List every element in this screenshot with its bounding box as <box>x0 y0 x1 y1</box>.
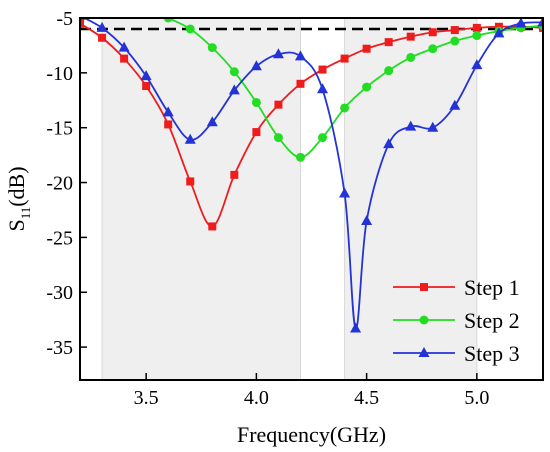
series-2-point-13 <box>428 44 438 54</box>
series-3-point-20 <box>471 59 483 70</box>
series-line-1 <box>80 22 543 228</box>
series-3-point-12 <box>317 83 329 94</box>
x-axis-title: Frequency(GHz) <box>237 422 386 447</box>
series-1-point-11 <box>296 79 305 88</box>
x-tick-label-1: 3.5 <box>134 387 159 409</box>
series-1-point-13 <box>340 54 349 63</box>
y-tick-label-1: -5 <box>56 8 73 30</box>
series-2-point-12 <box>406 52 416 62</box>
series-1-point-7 <box>208 222 217 231</box>
series-1-point-17 <box>428 28 437 37</box>
y-tick-label-7: -35 <box>46 337 73 359</box>
series-1-point-3 <box>120 54 129 63</box>
series-3-point-2 <box>96 21 108 32</box>
series-1-point-1 <box>80 19 84 28</box>
x-tick-label-4: 5.0 <box>464 387 489 409</box>
series-2-point-2 <box>185 24 195 34</box>
series-1-point-15 <box>384 38 393 47</box>
axis-ticks: 3.5 4.0 4.5 5.0 -5 -10 -15 -20 -25 -30 -35 <box>46 8 489 409</box>
series-3-point-16 <box>383 138 395 149</box>
series-2-point-11 <box>384 66 394 76</box>
y-axis-title-unit: (dB) <box>4 166 29 206</box>
shaded-band-2 <box>344 17 478 381</box>
series-1-point-6 <box>186 177 195 186</box>
y-tick-label-4: -20 <box>46 173 73 195</box>
y-axis-title-sub: 11 <box>18 207 33 220</box>
series-3-point-7 <box>206 116 218 127</box>
series-2-point-7 <box>295 152 305 162</box>
x-tick-label-2: 4.0 <box>244 387 269 409</box>
series-1-point-16 <box>406 32 415 41</box>
plot-frame <box>79 17 544 381</box>
legend-item-1: Step 1 <box>393 275 520 300</box>
shaded-bands <box>101 17 478 381</box>
series-layer <box>80 18 543 333</box>
series-1-point-12 <box>318 65 327 74</box>
series-1-point-10 <box>274 100 283 109</box>
legend-item-2: Step 2 <box>393 308 520 333</box>
series-2-point-15 <box>472 31 482 41</box>
y-axis-title: S11(dB) <box>4 166 33 231</box>
series-1-point-4 <box>142 82 151 91</box>
series-1-point-14 <box>362 44 371 53</box>
series-2-point-10 <box>362 82 372 92</box>
series-1-point-5 <box>164 120 173 129</box>
y-tick-label-5: -25 <box>46 227 73 249</box>
series-2-point-1 <box>163 18 173 23</box>
legend-marker-3 <box>418 347 430 357</box>
series-2-point-14 <box>450 36 460 46</box>
series-3-point-22 <box>515 18 527 28</box>
series-3-point-10 <box>272 48 284 59</box>
series-3-point-9 <box>250 60 262 71</box>
series-1-point-8 <box>230 170 239 179</box>
legend-item-3: Step 3 <box>393 341 520 366</box>
y-tick-label-3: -15 <box>46 118 73 140</box>
series-3-point-3 <box>118 41 130 52</box>
legend-label-2: Step 2 <box>464 308 520 333</box>
series-3-point-13 <box>339 187 351 198</box>
series-2-point-5 <box>251 97 261 107</box>
y-axis-title-main: S <box>4 219 29 231</box>
series-3-point-15 <box>361 214 373 225</box>
series-1-point-18 <box>450 26 459 35</box>
series-3-point-14 <box>350 322 362 333</box>
legend-marker-1 <box>420 283 428 291</box>
series-3 <box>80 18 543 333</box>
series-3-point-6 <box>184 133 196 144</box>
series-3-point-18 <box>427 121 439 132</box>
series-1-point-19 <box>472 23 481 32</box>
series-3-point-5 <box>162 106 174 117</box>
series-3-point-21 <box>493 27 505 38</box>
plot-area <box>80 18 543 333</box>
y-tick-label-2: -10 <box>46 63 73 85</box>
series-1-point-9 <box>252 128 261 137</box>
legend-label-3: Step 3 <box>464 341 520 366</box>
series-3-point-11 <box>294 50 306 61</box>
y-tick-label-6: -30 <box>46 282 73 304</box>
legend-marker-2 <box>419 315 429 325</box>
series-3-point-19 <box>449 99 461 110</box>
series-3-point-17 <box>405 120 417 131</box>
series-3-point-8 <box>228 84 240 95</box>
series-3-point-4 <box>140 70 152 81</box>
series-2-point-8 <box>318 133 328 143</box>
x-tick-label-3: 4.5 <box>354 387 379 409</box>
series-2-point-9 <box>340 103 350 113</box>
legend-label-1: Step 1 <box>464 275 520 300</box>
series-3-point-23 <box>537 18 543 27</box>
shaded-band-1 <box>101 17 301 381</box>
series-2-point-6 <box>273 133 283 143</box>
legend: Step 1 Step 2 Step 3 <box>393 275 520 366</box>
series-1-point-2 <box>98 33 107 42</box>
series-2-point-4 <box>229 67 239 77</box>
series-2-point-3 <box>207 43 217 53</box>
